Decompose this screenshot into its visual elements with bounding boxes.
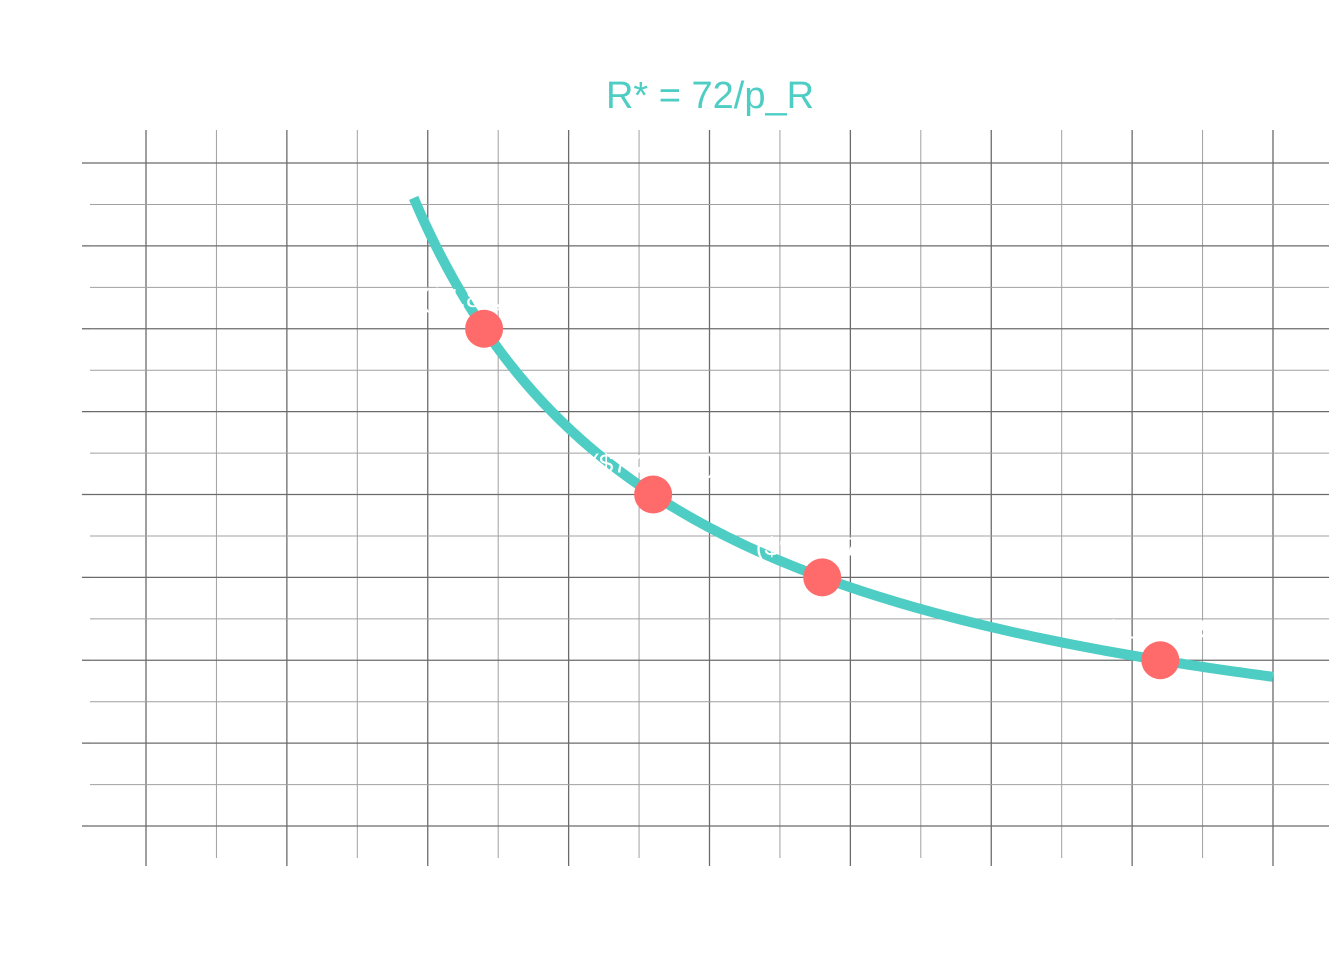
- data-points: ($4.80, 15) ($7.20, 10) ($9.60, 7.5) ($14.4…: [421, 283, 1223, 680]
- curve-line: [409, 195, 1274, 682]
- data-label: ($7.20, 10): [590, 449, 716, 479]
- data-point: [803, 558, 842, 597]
- data-point: [634, 475, 673, 514]
- data-point: [1141, 641, 1180, 680]
- grid: [82, 130, 1329, 866]
- chart-title: R* = 72/p_R: [606, 75, 814, 117]
- data-point: [465, 309, 504, 348]
- data-label: ($9.60, 7.5): [756, 531, 889, 561]
- data-label: ($4.80, 15): [421, 283, 547, 313]
- data-label: ($14.40, 5): [1097, 614, 1223, 644]
